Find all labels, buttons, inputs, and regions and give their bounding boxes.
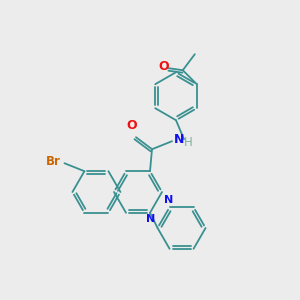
Text: N: N [146,214,156,224]
Text: O: O [127,119,137,132]
Text: N: N [164,195,173,205]
Text: H: H [184,136,193,149]
Text: Br: Br [46,155,60,168]
Text: O: O [158,60,169,73]
Text: N: N [174,133,184,146]
